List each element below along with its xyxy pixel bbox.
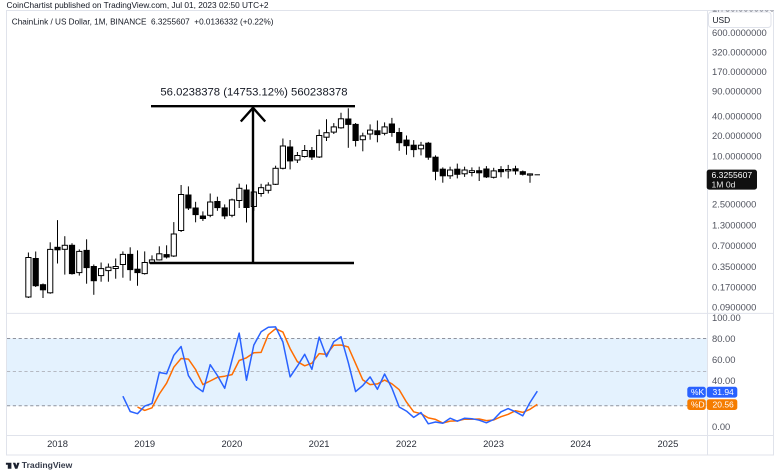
svg-text:0.0900000: 0.0900000: [712, 302, 756, 313]
svg-text:31.94: 31.94: [713, 387, 735, 397]
svg-text:2.5000000: 2.5000000: [712, 198, 756, 209]
svg-text:6.3255607: 6.3255607: [712, 170, 753, 180]
svg-text:20.0000000: 20.0000000: [712, 130, 762, 141]
svg-text:60.00: 60.00: [712, 354, 735, 365]
svg-text:CoinChartist published on Trad: CoinChartist published on TradingView.co…: [7, 0, 269, 10]
svg-text:2024: 2024: [570, 438, 591, 449]
svg-text:2019: 2019: [134, 438, 155, 449]
svg-text:80.00: 80.00: [712, 333, 735, 344]
svg-text:90.0000000: 90.0000000: [712, 86, 762, 97]
svg-text:0.00: 0.00: [712, 421, 730, 432]
svg-text:320.0000000: 320.0000000: [712, 47, 767, 58]
svg-text:0.1700000: 0.1700000: [712, 282, 756, 293]
svg-text:USD: USD: [713, 15, 731, 25]
svg-text:0.3500000: 0.3500000: [712, 261, 756, 272]
svg-text:1.3000000: 1.3000000: [712, 219, 756, 230]
svg-text:2021: 2021: [309, 438, 330, 449]
svg-text:20.56: 20.56: [713, 400, 735, 410]
svg-text:2020: 2020: [221, 438, 242, 449]
svg-text:600.0000000: 600.0000000: [712, 27, 767, 38]
svg-text:0.7000000: 0.7000000: [712, 240, 756, 251]
svg-text:1M 0d: 1M 0d: [712, 179, 736, 189]
svg-text:56.0238378 (14753.12%) 5602383: 56.0238378 (14753.12%) 560238378: [160, 87, 347, 99]
svg-text:TradingView: TradingView: [22, 460, 73, 470]
svg-text:170.0000000: 170.0000000: [712, 66, 767, 77]
svg-text:40.00: 40.00: [712, 375, 735, 386]
svg-text:2025: 2025: [657, 438, 678, 449]
svg-text:40.0000000: 40.0000000: [712, 110, 762, 121]
svg-text:100.00: 100.00: [712, 312, 741, 323]
svg-text:10.0000000: 10.0000000: [712, 150, 762, 161]
svg-text:%K: %K: [691, 387, 705, 397]
svg-text:%D: %D: [691, 400, 705, 410]
svg-text:2023: 2023: [483, 438, 504, 449]
svg-text:ChainLink / US Dollar, 1M, BIN: ChainLink / US Dollar, 1M, BINANCE 6.325…: [12, 18, 274, 27]
svg-text:2018: 2018: [47, 438, 68, 449]
svg-text:2022: 2022: [396, 438, 417, 449]
